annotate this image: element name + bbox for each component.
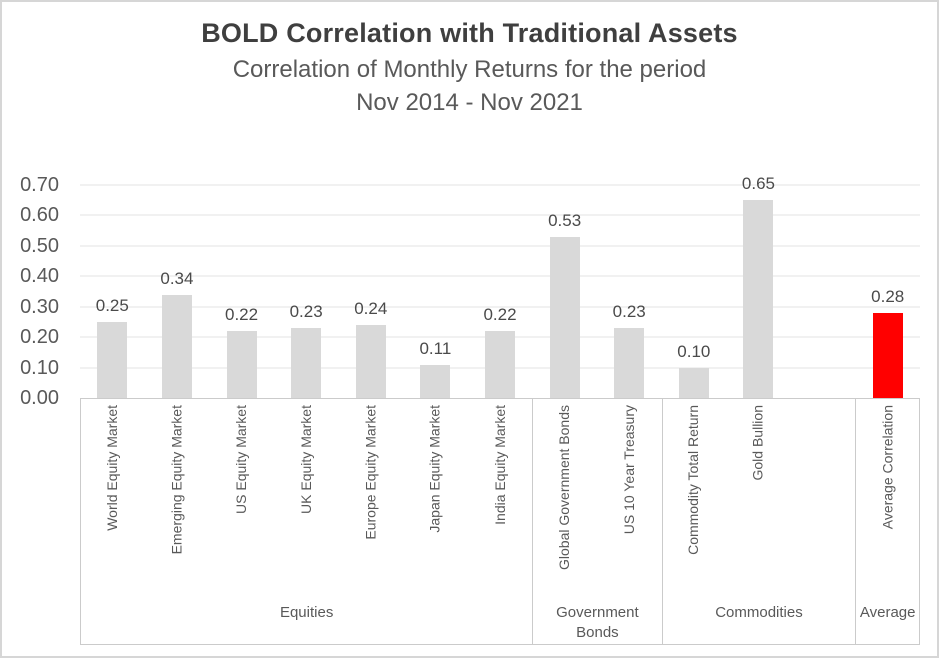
category-group-label: Average: [859, 604, 916, 621]
bar: [872, 312, 903, 398]
y-axis-tick-label: 0.60: [20, 204, 59, 227]
gridline: [80, 275, 920, 278]
y-axis-tick-label: 0.40: [20, 265, 59, 288]
gridline: [80, 305, 920, 308]
bar: [161, 294, 192, 398]
bar-value-label: 0.11: [419, 338, 452, 358]
bar: [97, 321, 128, 398]
bar-value-label: 0.25: [95, 295, 129, 315]
bar-value-label: 0.22: [224, 305, 259, 325]
y-axis-tick-label: 0.00: [20, 387, 59, 409]
chart-subtitle-line2: Nov 2014 - Nov 2021: [356, 89, 583, 116]
bar: [549, 236, 580, 398]
bar-value-label: 0.65: [741, 174, 775, 194]
category-group-label: Commodities: [715, 604, 803, 621]
bar-value-label: 0.28: [871, 286, 905, 306]
bar-value-label: 0.34: [160, 268, 194, 288]
bar: [485, 331, 515, 398]
gridline: [80, 214, 920, 217]
category-group-label: Government Bonds: [556, 604, 639, 641]
bar: [420, 364, 451, 398]
bar: [678, 367, 709, 398]
chart-title: BOLD Correlation with Traditional Assets: [201, 18, 738, 48]
bar: [614, 328, 645, 398]
bar-value-label: 0.10: [677, 341, 711, 361]
bar-value-label: 0.24: [354, 298, 388, 318]
y-axis-tick-label: 0.70: [20, 174, 59, 196]
y-axis-tick-label: 0.50: [20, 234, 59, 257]
bar-value-label: 0.22: [483, 305, 517, 325]
gridline: [80, 244, 920, 247]
category-axis: World Equity Market Emerging Equity Marke…: [80, 398, 920, 647]
y-axis-tick-label: 0.30: [20, 295, 59, 318]
category-group-box: Government Bonds: [532, 398, 662, 645]
plot-area: 0.25 0.34 0.22 0.23 0.24 0.11 0.22 0.53 0.23 0.10…: [80, 174, 920, 398]
bar: [355, 324, 386, 398]
category-group-box: Average: [855, 398, 920, 645]
bar: [226, 331, 257, 398]
bar-value-label: 0.23: [289, 302, 323, 322]
chart-subtitle-line1: Correlation of Monthly Returns for the p…: [232, 56, 707, 83]
category-group-box: Commodities: [661, 398, 856, 645]
bar-value-label: 0.23: [612, 302, 646, 322]
category-group-label: Equities: [279, 604, 334, 621]
y-axis-tick-label: 0.10: [20, 356, 59, 379]
bar: [743, 200, 774, 398]
y-axis-tick-label: 0.20: [20, 326, 59, 349]
y-axis: 0.00 0.10 0.20 0.30 0.40 0.50 0.60 0.70: [2, 2, 59, 442]
gridline: [80, 184, 920, 186]
bar: [291, 328, 322, 398]
category-group-box: Equities: [80, 398, 533, 645]
bar-value-label: 0.53: [548, 210, 582, 230]
